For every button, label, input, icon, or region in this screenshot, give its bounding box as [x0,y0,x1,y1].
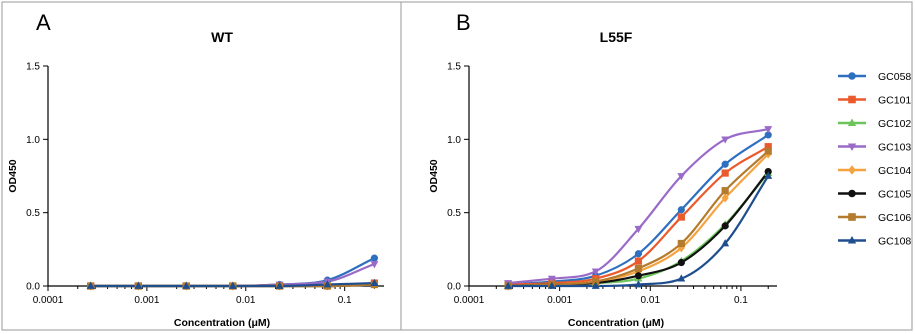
panel-b-title: L55F [600,29,633,45]
panel-b-point-gc104 [721,193,729,203]
legend-label: GC058 [878,71,911,83]
panel-a-x-tick-label: 0.0001 [33,295,64,306]
panel-a-x-tick-label: 0.001 [134,295,159,306]
panel-a-point-gc103 [370,261,379,269]
legend-label: GC103 [878,141,911,153]
legend-item-gc102: GC102 [838,118,911,130]
panel-a-axes: 0.0 0.5 1.0 1.5 0.0001 0.001 0.01 0.1 [26,62,384,306]
panel-b-point-gc103 [677,173,686,181]
panel-b-point-gc058 [634,250,643,258]
panel-b-point-gc101 [677,213,685,221]
panel-b-y-tick-label: 0.0 [447,282,461,293]
panel-a-frame [1,1,402,331]
legend-marker [848,213,856,221]
legend-marker [848,95,856,104]
panel-b-point-gc105 [634,272,643,280]
panel-b-x-tick-label: 0.0001 [454,295,485,306]
panel-b-y-axis-title: OD450 [428,159,440,192]
panel-b-point-gc106 [764,147,772,155]
panel-b-point-gc103 [547,275,556,283]
panel-a-point-gc108 [228,281,237,289]
panel-b-point-gc108 [547,281,556,289]
panel-b-point-gc103 [634,225,643,234]
panel-a-y-tick-label: 1.0 [26,135,40,146]
panel-a-point-gc108 [182,281,191,289]
panel-b-x-tick-label: 0.01 [641,295,661,306]
panel-b-y-tick-label: 1.5 [447,62,461,73]
panel-b-point-gc106 [677,239,685,248]
panel-b-point-gc103 [591,268,600,276]
panel-a-title: WT [211,29,233,45]
panel-a-x-axis-title: Concentration (μM) [174,317,270,329]
panel-a-y-tick-label: 1.5 [26,62,40,73]
panel-b-x-tick-label: 0.001 [547,295,572,306]
panel-b-point-gc108 [634,280,643,288]
legend-label: GC105 [878,188,911,200]
legend-item-gc103: GC103 [838,141,911,153]
legend-marker [848,165,856,175]
panel-b-point-gc058 [721,160,729,168]
legend-label: GC102 [878,118,911,130]
legend-marker [848,72,856,80]
panel-a-point-gc108 [370,278,379,286]
panel-b-frame [400,1,913,331]
panel-b-point-gc103 [764,126,773,134]
panel-a-y-axis-title: OD450 [7,159,19,192]
legend-label: GC104 [878,165,911,177]
panel-b-point-gc108 [764,171,773,179]
panel-b-y-tick-label: 0.5 [447,208,461,219]
panel-b-point-gc105 [677,258,685,267]
panel-a-curve-gc058 [89,257,376,288]
panel-a-letter: A [36,10,51,35]
legend-item-gc108: GC108 [838,235,911,247]
panel-b-data-points [504,126,773,291]
panel-b-point-gc058 [677,206,685,214]
panel-a-y-tick-label: 0.0 [26,282,40,293]
panel-b-x-axis-title: Concentration (μM) [568,317,664,329]
panel-b-point-gc101 [721,169,729,177]
panel-b-point-gc106 [721,187,729,195]
panel-b-point-gc106 [634,264,643,272]
panel-a-x-tick-label: 0.01 [236,295,256,306]
panel-b-legend: GC058 GC101 GC102 GC103 GC104 GC105 GC106 GC108 [838,71,911,247]
panel-a-point-gc108 [134,281,143,289]
legend-marker [847,118,857,127]
legend-marker [848,189,856,198]
panel-b-point-gc108 [677,274,686,282]
panel-b-point-gc105 [764,168,772,176]
panel-b-x-tick-label: 0.1 [734,295,748,306]
legend-label: GC101 [878,94,911,106]
panel-a-point-gc108 [275,281,284,289]
panel-b: B L55F 0.0 0.5 1.0 1.5 0.0001 0.001 0.01 0.1 Co… [400,1,913,331]
panel-a-point-gc108 [86,281,95,289]
panel-b-point-gc108 [504,281,513,289]
legend-marker [847,235,857,244]
panel-b-point-gc105 [721,222,729,230]
legend-label: GC106 [878,212,911,224]
panel-a-point-gc058 [370,254,379,262]
legend-item-gc105: GC105 [838,188,911,200]
panel-b-point-gc108 [721,239,730,247]
panel-a-x-tick-label: 0.1 [338,295,352,306]
panel-a-point-gc108 [323,280,332,288]
panel-b-point-gc103 [721,136,730,144]
panel-a-data-points [86,254,379,291]
legend-item-gc058: GC058 [838,71,911,83]
panel-a-fit-curves [89,257,376,288]
panel-b-point-gc106 [592,278,600,286]
legend-marker [847,143,857,152]
panel-a-y-tick-label: 0.5 [26,208,40,219]
legend-item-gc104: GC104 [838,165,911,177]
panel-b-point-gc101 [634,257,643,265]
panel-b-point-gc108 [591,281,600,289]
panel-b-letter: B [456,10,471,35]
panel-a: A WT 0.0 0.5 1.0 1.5 0.0001 0.001 0.01 0.1 Conc… [1,1,402,331]
panel-b-point-gc058 [764,131,772,139]
legend-item-gc106: GC106 [838,212,911,224]
panel-b-y-tick-label: 1.0 [447,135,461,146]
legend-item-gc101: GC101 [838,94,911,106]
legend-label: GC108 [878,235,911,247]
